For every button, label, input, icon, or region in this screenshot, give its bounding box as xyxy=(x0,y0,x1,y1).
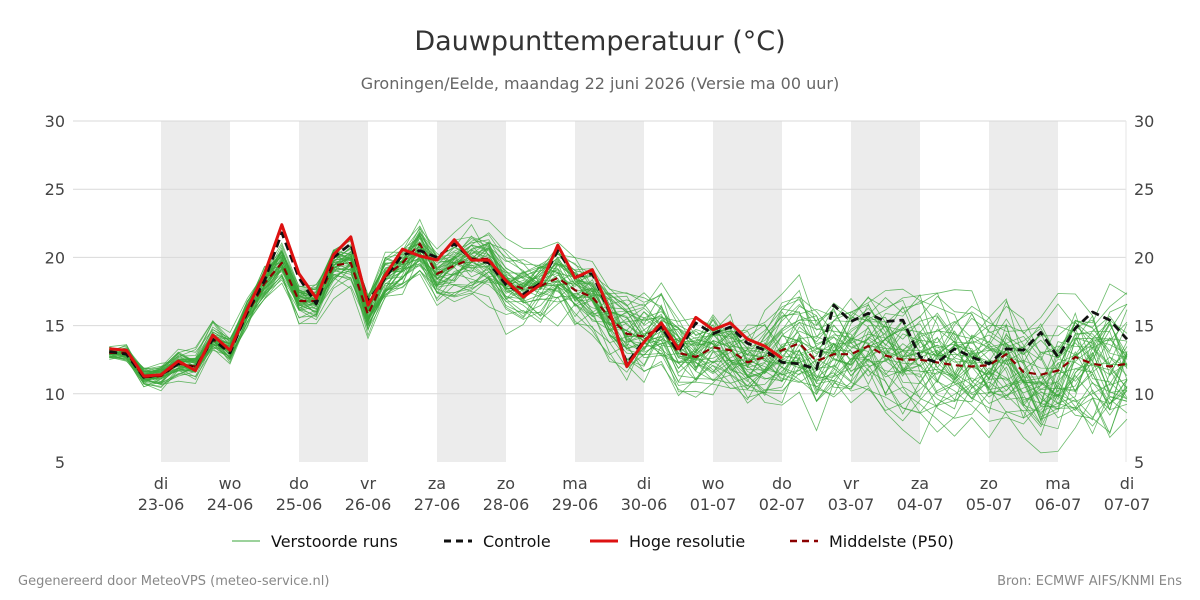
x-tick-day-label: za xyxy=(911,474,929,493)
y-tick-label-right: 30 xyxy=(1134,112,1154,131)
ensemble-member-line xyxy=(109,241,1128,410)
chart-title: Dauwpunttemperatuur (°C) xyxy=(414,26,785,57)
x-tick-date-label: 07-07 xyxy=(1104,495,1151,514)
y-tick-label-left: 20 xyxy=(45,248,65,267)
footer-credit: Gegenereerd door MeteoVPS (meteo-service… xyxy=(18,574,329,589)
x-tick-date-label: 26-06 xyxy=(345,495,392,514)
median-series-line xyxy=(109,242,1128,379)
y-tick-label-right: 10 xyxy=(1134,385,1154,404)
y-tick-label-left: 15 xyxy=(45,317,65,336)
weekend-shade xyxy=(575,121,644,462)
x-tick-day-label: ma xyxy=(562,474,587,493)
x-tick-day-label: vr xyxy=(360,474,376,493)
chart-subtitle: Groningen/Eelde, maandag 22 juni 2026 (V… xyxy=(361,74,839,93)
x-tick-date-label: 25-06 xyxy=(276,495,323,514)
x-tick-date-label: 27-06 xyxy=(414,495,461,514)
x-tick-date-label: 28-06 xyxy=(483,495,530,514)
ensemble-member-line xyxy=(109,253,1128,401)
ensemble-member-line xyxy=(109,242,1128,428)
ensemble-member-line xyxy=(109,250,1128,392)
y-tick-label-right: 20 xyxy=(1134,248,1154,267)
legend-label-hires: Hoge resolutie xyxy=(629,532,745,551)
x-tick-day-label: di xyxy=(1120,474,1135,493)
axes: 5 5 10 10 15 15 20 20 25 25 30 30 di 23-06 wo 24-06 do 25… xyxy=(45,112,1155,514)
x-tick-day-label: ma xyxy=(1045,474,1070,493)
x-tick-day-label: do xyxy=(289,474,309,493)
x-tick-day-label: wo xyxy=(702,474,725,493)
x-tick-date-label: 05-07 xyxy=(966,495,1013,514)
x-tick-day-label: zo xyxy=(980,474,998,493)
x-tick-date-label: 24-06 xyxy=(207,495,254,514)
hires-series-line xyxy=(109,223,783,378)
weekend-shade xyxy=(713,121,782,462)
x-tick-date-label: 03-07 xyxy=(828,495,875,514)
legend: Verstoorde runs Controle Hoge resolutie … xyxy=(232,532,954,551)
y-tick-label-left: 10 xyxy=(45,385,65,404)
x-tick-date-label: 04-07 xyxy=(897,495,944,514)
y-tick-label-left: 30 xyxy=(45,112,65,131)
x-tick-date-label: 01-07 xyxy=(690,495,737,514)
x-tick-day-label: vr xyxy=(843,474,859,493)
ensemble-member-line xyxy=(109,234,1128,394)
main-series xyxy=(109,223,1129,379)
x-tick-date-label: 02-07 xyxy=(759,495,806,514)
legend-label-ensemble: Verstoorde runs xyxy=(271,532,398,551)
y-tick-label-right: 15 xyxy=(1134,317,1154,336)
x-tick-date-label: 23-06 xyxy=(138,495,185,514)
y-tick-label-right: 5 xyxy=(1134,453,1144,472)
y-tick-label-left: 25 xyxy=(45,180,65,199)
x-tick-day-label: za xyxy=(428,474,446,493)
weekend-shade xyxy=(161,121,230,462)
x-tick-day-label: di xyxy=(637,474,652,493)
ensemble-member-line xyxy=(109,244,1128,390)
x-tick-date-label: 30-06 xyxy=(621,495,668,514)
footer-source: Bron: ECMWF AIFS/KNMI Ens xyxy=(997,574,1182,589)
x-tick-day-label: do xyxy=(772,474,792,493)
ensemble-member-line xyxy=(109,231,1128,405)
x-tick-date-label: 29-06 xyxy=(552,495,599,514)
y-tick-label-right: 25 xyxy=(1134,180,1154,199)
ensemble-member-line xyxy=(109,241,1128,413)
legend-label-control: Controle xyxy=(483,532,551,551)
x-tick-day-label: zo xyxy=(497,474,515,493)
ensemble-member-line xyxy=(109,249,1128,419)
plot-background xyxy=(161,121,1058,462)
legend-label-median: Middelste (P50) xyxy=(829,532,954,551)
weekend-shade xyxy=(989,121,1058,462)
y-tick-label-left: 5 xyxy=(55,453,65,472)
x-tick-date-label: 06-07 xyxy=(1035,495,1082,514)
x-tick-day-label: di xyxy=(154,474,169,493)
x-tick-day-label: wo xyxy=(219,474,242,493)
